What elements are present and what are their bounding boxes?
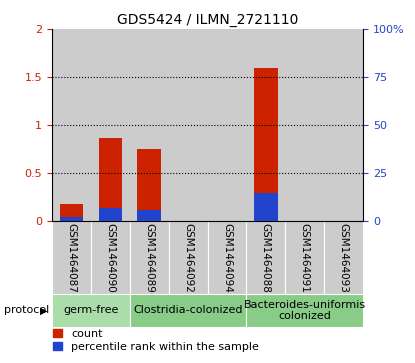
Bar xyxy=(52,221,91,294)
Bar xyxy=(130,221,168,294)
Bar xyxy=(91,29,130,221)
Bar xyxy=(137,210,161,221)
Text: germ-free: germ-free xyxy=(63,305,118,315)
Bar xyxy=(247,221,286,294)
Text: GSM1464088: GSM1464088 xyxy=(261,223,271,293)
Bar xyxy=(91,221,130,294)
Bar xyxy=(254,68,278,221)
Text: GSM1464087: GSM1464087 xyxy=(66,223,76,293)
Text: GSM1464092: GSM1464092 xyxy=(183,223,193,293)
Bar xyxy=(286,29,324,221)
Bar xyxy=(168,221,208,294)
Legend: count, percentile rank within the sample: count, percentile rank within the sample xyxy=(53,329,259,352)
Bar xyxy=(324,221,363,294)
Title: GDS5424 / ILMN_2721110: GDS5424 / ILMN_2721110 xyxy=(117,13,298,26)
Text: GSM1464091: GSM1464091 xyxy=(300,223,310,293)
Text: GSM1464094: GSM1464094 xyxy=(222,223,232,293)
Bar xyxy=(130,29,168,221)
Text: GSM1464089: GSM1464089 xyxy=(144,223,154,293)
Bar xyxy=(168,29,208,221)
Bar xyxy=(52,294,130,327)
Bar xyxy=(60,217,83,221)
Bar xyxy=(208,221,247,294)
Text: Clostridia-colonized: Clostridia-colonized xyxy=(133,305,243,315)
Bar xyxy=(130,294,247,327)
Bar xyxy=(99,208,122,221)
Bar xyxy=(52,29,91,221)
Bar xyxy=(324,29,363,221)
Bar xyxy=(137,149,161,221)
Bar xyxy=(254,192,278,221)
Bar xyxy=(99,138,122,221)
Text: GSM1464093: GSM1464093 xyxy=(339,223,349,293)
Text: GSM1464090: GSM1464090 xyxy=(105,223,115,293)
Bar xyxy=(247,294,363,327)
Text: protocol: protocol xyxy=(4,305,49,315)
Bar xyxy=(208,29,247,221)
Text: ▶: ▶ xyxy=(40,305,47,315)
Bar xyxy=(247,29,286,221)
Text: Bacteroides-uniformis
colonized: Bacteroides-uniformis colonized xyxy=(244,299,366,321)
Bar xyxy=(286,221,324,294)
Bar xyxy=(60,204,83,221)
